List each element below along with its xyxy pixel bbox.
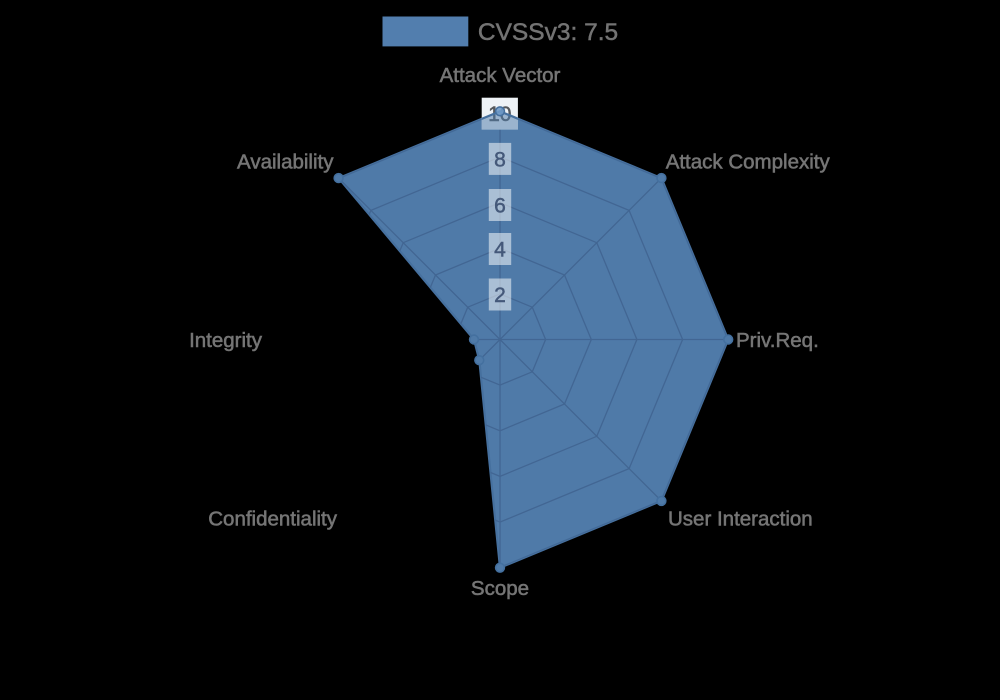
svg-text:Attack Complexity: Attack Complexity (666, 151, 831, 174)
svg-text:CVSSv3: 7.5: CVSSv3: 7.5 (478, 19, 618, 46)
svg-text:Priv.Req.: Priv.Req. (736, 329, 819, 352)
svg-text:Attack Vector: Attack Vector (440, 64, 561, 87)
svg-text:2: 2 (494, 284, 506, 307)
svg-text:Integrity: Integrity (189, 329, 263, 352)
svg-text:Confidentiality: Confidentiality (208, 508, 338, 531)
svg-text:4: 4 (494, 239, 506, 262)
svg-text:8: 8 (494, 148, 506, 171)
svg-text:Scope: Scope (471, 577, 529, 600)
svg-text:6: 6 (494, 195, 506, 218)
svg-text:Availability: Availability (237, 151, 334, 174)
svg-text:User Interaction: User Interaction (668, 508, 813, 531)
